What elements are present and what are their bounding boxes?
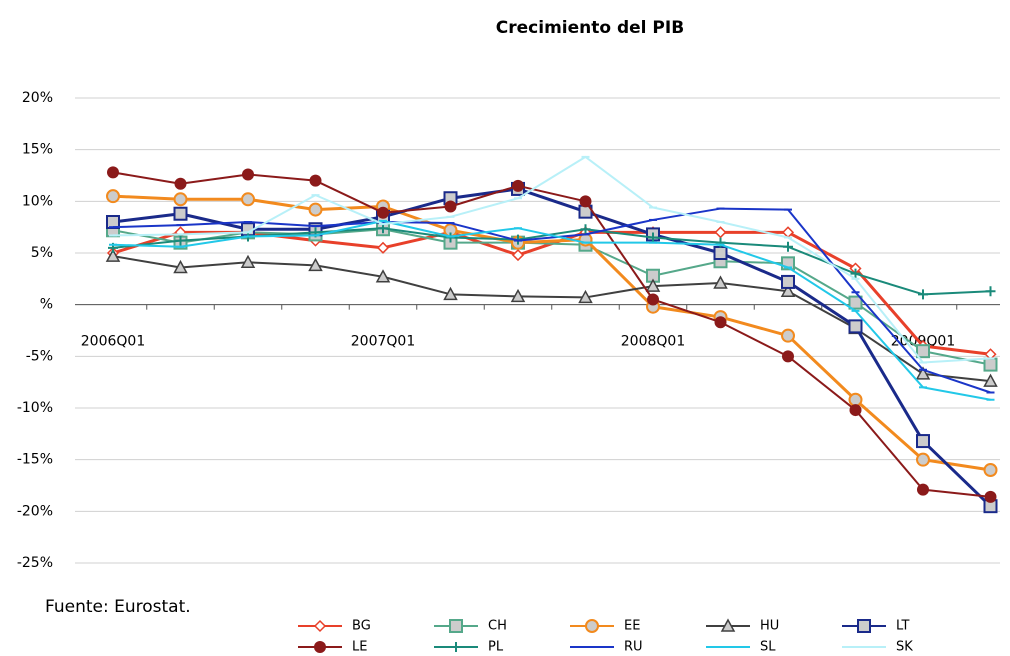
data-point — [848, 319, 863, 334]
data-point — [175, 235, 186, 246]
data-point — [984, 490, 997, 503]
data-point — [174, 177, 187, 190]
data-point — [780, 283, 796, 297]
y-tick-label: -10% — [17, 400, 53, 416]
series-line — [112, 187, 992, 508]
y-tick-label: 20% — [22, 90, 53, 106]
legend-label: SL — [760, 640, 776, 655]
data-point — [715, 237, 726, 248]
series-line — [112, 255, 991, 383]
legend-marker — [857, 619, 871, 633]
data-point — [645, 278, 661, 292]
legend-label: CH — [488, 619, 507, 634]
data-point — [241, 192, 255, 207]
series-line — [112, 207, 991, 394]
source-note: Fuente: Eurostat. — [45, 597, 191, 617]
legend-marker — [720, 618, 736, 632]
series-line — [112, 228, 991, 366]
legend-label: PL — [488, 640, 504, 655]
data-point — [106, 189, 120, 204]
data-point — [308, 202, 323, 217]
data-point — [173, 259, 188, 274]
series-line — [112, 230, 991, 356]
data-point — [309, 174, 322, 187]
data-point — [377, 206, 389, 219]
legend-label: SK — [896, 640, 913, 655]
legend-label: BG — [352, 619, 371, 634]
x-tick-label: 2007Q01 — [351, 334, 415, 350]
data-point — [985, 286, 996, 297]
data-point — [713, 246, 728, 260]
data-point — [849, 404, 862, 417]
data-point — [983, 357, 998, 372]
data-point — [916, 452, 930, 467]
series-line — [112, 171, 991, 498]
legend-label: LT — [896, 619, 909, 634]
legend-label: LE — [352, 640, 367, 655]
legend-marker — [314, 641, 326, 653]
legend-label: HU — [760, 619, 779, 634]
data-point — [512, 179, 524, 192]
data-point — [916, 344, 930, 359]
data-point — [648, 232, 658, 243]
legend-marker — [449, 619, 463, 633]
data-point — [173, 206, 188, 221]
series-line — [112, 155, 991, 364]
data-point — [713, 275, 728, 289]
data-point — [782, 350, 794, 363]
data-point — [848, 295, 863, 310]
y-tick-label: -25% — [17, 555, 53, 571]
data-point — [376, 241, 390, 254]
data-point — [714, 226, 727, 239]
legend-label: EE — [624, 619, 640, 634]
y-tick-label: % — [40, 297, 53, 313]
data-point — [916, 434, 930, 449]
data-point — [983, 463, 998, 477]
series-line — [112, 194, 991, 472]
data-point — [848, 392, 863, 407]
data-point — [917, 483, 929, 496]
y-tick-label: 15% — [22, 142, 53, 158]
data-point — [107, 166, 119, 179]
data-point — [444, 200, 457, 213]
data-point — [240, 254, 256, 269]
data-point — [578, 289, 593, 304]
y-tick-label: -20% — [17, 503, 53, 519]
series-line — [112, 219, 991, 401]
data-point — [443, 286, 458, 301]
data-point — [308, 257, 323, 272]
chart-title: Crecimiento del PIB — [496, 18, 684, 38]
data-point — [242, 168, 254, 181]
data-point — [850, 268, 861, 279]
y-tick-label: 10% — [22, 193, 53, 209]
data-point — [647, 293, 659, 306]
data-point — [781, 328, 795, 343]
legend-marker — [451, 642, 461, 652]
y-tick-label: 5% — [31, 245, 53, 261]
data-point — [511, 249, 525, 262]
data-point — [915, 366, 931, 380]
data-point — [918, 289, 928, 300]
data-point — [579, 195, 592, 208]
data-point — [105, 248, 121, 262]
y-tick-label: -15% — [17, 452, 53, 468]
data-point — [714, 316, 727, 329]
data-point — [783, 241, 793, 252]
legend-marker — [585, 619, 599, 633]
data-point — [580, 224, 591, 235]
legend-label: RU — [624, 640, 643, 655]
legend-marker — [313, 619, 327, 633]
data-point — [375, 269, 391, 283]
x-tick-label: 2006Q01 — [81, 334, 145, 350]
y-tick-label: -5% — [26, 348, 53, 364]
x-tick-label: 2008Q01 — [621, 334, 685, 350]
data-point — [781, 274, 795, 289]
data-point — [445, 232, 456, 243]
data-point — [983, 373, 998, 387]
data-point — [510, 288, 526, 303]
data-point — [173, 192, 188, 207]
